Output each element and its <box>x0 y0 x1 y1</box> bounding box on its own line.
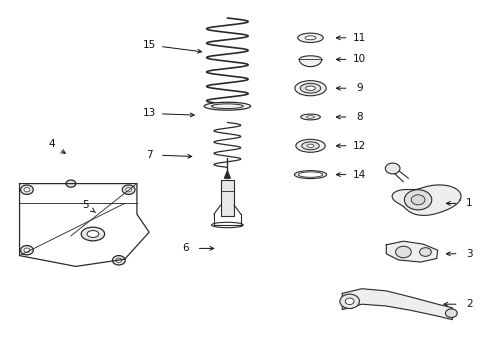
Ellipse shape <box>300 83 320 93</box>
Circle shape <box>20 246 33 255</box>
Circle shape <box>339 294 359 309</box>
Text: 11: 11 <box>352 33 366 43</box>
Text: 10: 10 <box>352 54 365 64</box>
Circle shape <box>20 185 33 194</box>
Text: 2: 2 <box>465 299 472 309</box>
Polygon shape <box>299 59 321 67</box>
Circle shape <box>112 256 125 265</box>
Circle shape <box>385 163 399 174</box>
Ellipse shape <box>306 144 313 148</box>
Polygon shape <box>391 185 460 215</box>
Ellipse shape <box>301 142 319 150</box>
Bar <box>220 180 234 216</box>
Circle shape <box>410 195 424 205</box>
Circle shape <box>395 246 410 258</box>
Text: 4: 4 <box>48 139 55 149</box>
Polygon shape <box>386 241 437 262</box>
Ellipse shape <box>87 231 99 238</box>
Circle shape <box>122 185 135 194</box>
Ellipse shape <box>298 172 322 177</box>
Ellipse shape <box>305 86 315 90</box>
Ellipse shape <box>300 114 320 120</box>
Polygon shape <box>224 171 230 178</box>
Ellipse shape <box>297 33 323 42</box>
Ellipse shape <box>306 116 314 118</box>
Text: 14: 14 <box>352 170 366 180</box>
Ellipse shape <box>295 139 325 152</box>
Circle shape <box>345 298 353 305</box>
Ellipse shape <box>305 36 315 40</box>
Polygon shape <box>342 289 451 320</box>
Circle shape <box>445 309 456 318</box>
Text: 12: 12 <box>352 141 366 151</box>
Text: 7: 7 <box>145 150 152 160</box>
Ellipse shape <box>294 171 326 179</box>
Ellipse shape <box>204 102 250 110</box>
Text: 1: 1 <box>465 198 472 208</box>
Text: 9: 9 <box>355 83 362 93</box>
Circle shape <box>24 188 30 192</box>
Text: 5: 5 <box>82 200 89 210</box>
Ellipse shape <box>299 56 321 63</box>
Text: 13: 13 <box>142 108 156 118</box>
Text: 15: 15 <box>142 40 156 50</box>
Circle shape <box>66 180 76 187</box>
Circle shape <box>404 190 431 210</box>
Ellipse shape <box>81 227 104 241</box>
Text: 3: 3 <box>465 249 472 259</box>
Ellipse shape <box>294 81 325 96</box>
Text: 8: 8 <box>355 112 362 122</box>
Circle shape <box>419 248 430 256</box>
Circle shape <box>116 258 122 262</box>
Circle shape <box>24 248 30 252</box>
Circle shape <box>125 188 131 192</box>
Text: 6: 6 <box>182 243 189 253</box>
